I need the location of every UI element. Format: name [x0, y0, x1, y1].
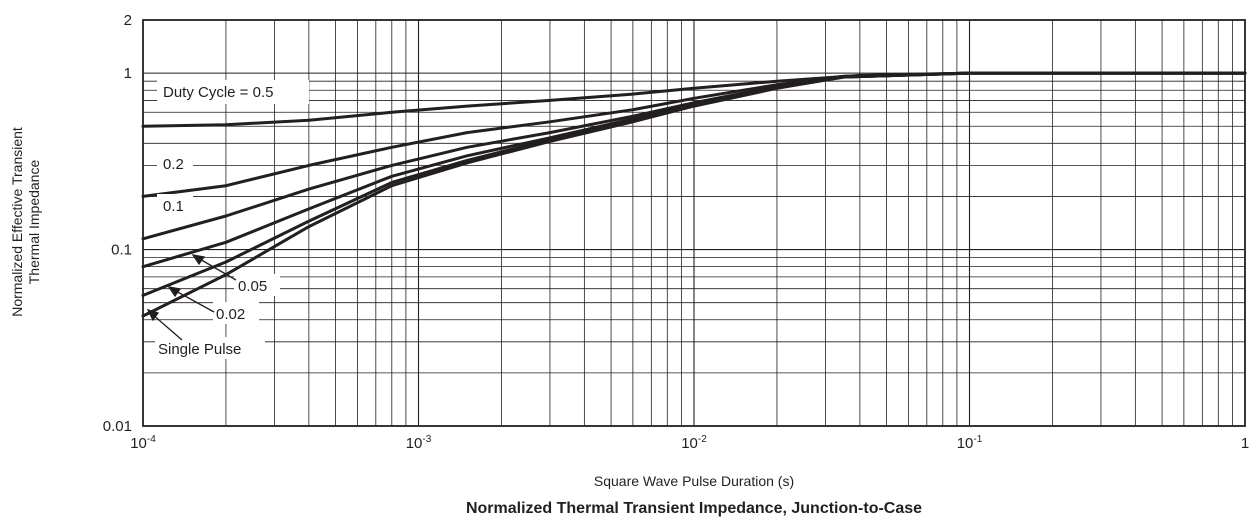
- arrow-single-pulse: [151, 313, 183, 341]
- grid: [143, 20, 1245, 426]
- y-axis-title-line-2: Thermal Impedance: [26, 160, 42, 285]
- series-label-duty-0.5: Duty Cycle = 0.5: [163, 84, 273, 101]
- series-layer: [141, 71, 1247, 318]
- y-tick-labels: 2 1 0.1 0.01: [103, 12, 132, 435]
- label-box-0.2: [157, 151, 193, 175]
- x-axis-title: Square Wave Pulse Duration (s): [594, 473, 794, 489]
- plot-frame: [142, 19, 1246, 427]
- chart-title: Normalized Thermal Transient Impedance, …: [466, 500, 922, 517]
- y-axis-title-line-1: Normalized Effective Transient: [9, 127, 25, 317]
- label-box-0.1: [157, 194, 193, 218]
- series-label-0.02: 0.02: [216, 306, 245, 323]
- label-box-0.05: [234, 274, 280, 296]
- x-tick-exponent: -4: [147, 434, 156, 445]
- arrow-head-single-pulse: [146, 308, 160, 322]
- x-tick-exponent: -2: [698, 434, 707, 445]
- arrow-0.05: [197, 257, 237, 281]
- label-arrows: [146, 254, 237, 341]
- series-line-5: [141, 71, 1247, 318]
- y-tick-label-1: 1: [124, 65, 132, 82]
- arrow-head-0.02: [167, 286, 182, 298]
- y-tick-label-0: 2: [124, 12, 132, 29]
- x-tick-exponent: -3: [422, 434, 431, 445]
- series-label-0.2: 0.2: [163, 156, 184, 173]
- y-tick-label-2: 0.1: [111, 242, 132, 259]
- label-box-0.02: [213, 302, 259, 324]
- y-tick-label-3: 0.01: [103, 418, 132, 435]
- x-tick-label-4: 1: [1241, 435, 1249, 452]
- label-box-single-pulse: [155, 337, 265, 359]
- series-label-0.05: 0.05: [238, 278, 267, 295]
- arrow-0.02: [173, 289, 215, 313]
- series-label-single-pulse: Single Pulse: [158, 341, 241, 358]
- x-tick-exponent: -1: [973, 434, 982, 445]
- series-label-0.1: 0.1: [163, 198, 184, 215]
- x-tick-text: 1: [1241, 435, 1249, 452]
- arrow-head-0.05: [191, 254, 206, 266]
- label-box-duty-0.5: [157, 80, 309, 104]
